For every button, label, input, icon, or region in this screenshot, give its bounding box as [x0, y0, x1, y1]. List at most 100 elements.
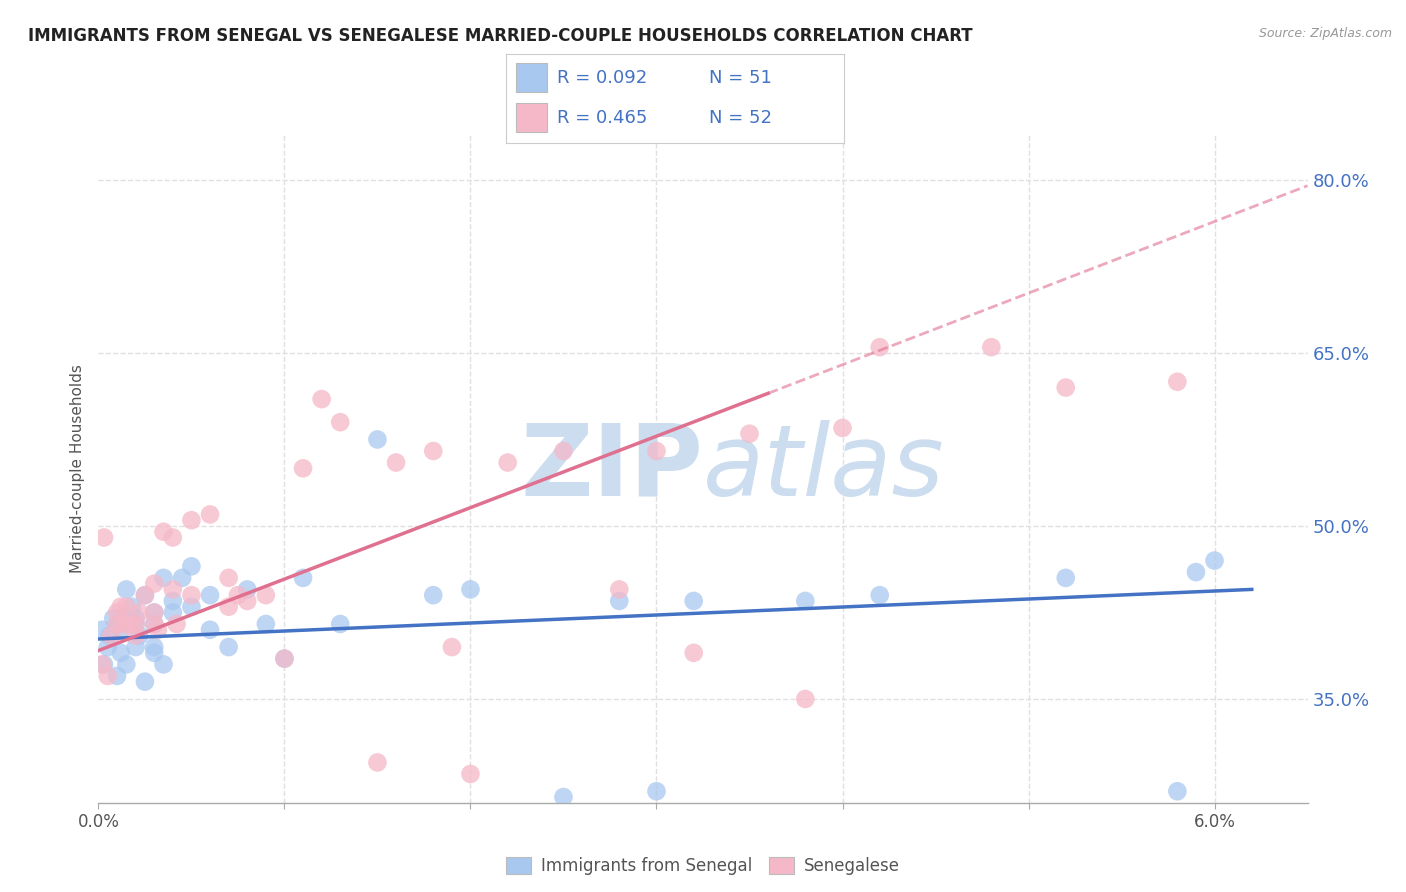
Point: [105, 669, 128, 683]
Point: [115, 582, 138, 597]
Point: [124, 617, 146, 632]
Point: [180, 588, 202, 602]
Text: R = 0.465: R = 0.465: [557, 109, 647, 127]
Point: [115, 657, 138, 672]
Point: [128, 628, 150, 642]
Point: [180, 559, 202, 574]
Point: [105, 606, 128, 620]
Text: IMMIGRANTS FROM SENEGAL VS SENEGALESE MARRIED-COUPLE HOUSEHOLDS CORRELATION CHAR: IMMIGRANTS FROM SENEGAL VS SENEGALESE MA…: [28, 27, 973, 45]
Point: [198, 588, 221, 602]
Point: [831, 421, 853, 435]
Point: [124, 617, 146, 632]
Legend: Immigrants from Senegal, Senegalese: Immigrants from Senegal, Senegalese: [499, 850, 907, 881]
Y-axis label: Married-couple Households: Married-couple Households: [70, 364, 86, 573]
Point: [329, 415, 352, 429]
Point: [226, 588, 249, 602]
Text: ZIP: ZIP: [520, 420, 703, 516]
Point: [682, 646, 704, 660]
Point: [162, 531, 184, 545]
Point: [98, 628, 121, 642]
Point: [110, 623, 132, 637]
Point: [254, 588, 277, 602]
Point: [143, 646, 166, 660]
Point: [794, 594, 817, 608]
Point: [1054, 571, 1077, 585]
Point: [1054, 380, 1077, 394]
Point: [143, 606, 166, 620]
Point: [143, 617, 166, 632]
Text: Source: ZipAtlas.com: Source: ZipAtlas.com: [1258, 27, 1392, 40]
Point: [273, 651, 295, 665]
Point: [152, 657, 174, 672]
Point: [124, 611, 146, 625]
Point: [385, 456, 408, 470]
Point: [273, 651, 295, 665]
Point: [124, 628, 146, 642]
Point: [869, 340, 891, 354]
Point: [166, 617, 188, 632]
Point: [105, 617, 128, 632]
Point: [366, 756, 388, 770]
Point: [124, 640, 146, 654]
Point: [93, 657, 115, 672]
Point: [146, 623, 169, 637]
Point: [134, 674, 156, 689]
Point: [152, 571, 174, 585]
Point: [143, 606, 166, 620]
Point: [180, 599, 202, 614]
Point: [115, 599, 138, 614]
Point: [682, 594, 704, 608]
Point: [422, 444, 444, 458]
Point: [422, 588, 444, 602]
Point: [115, 617, 138, 632]
Point: [1166, 375, 1188, 389]
Point: [103, 611, 125, 625]
Point: [794, 692, 817, 706]
Point: [645, 444, 668, 458]
Point: [292, 461, 315, 475]
Point: [152, 524, 174, 539]
Point: [869, 588, 891, 602]
Point: [110, 599, 132, 614]
Point: [134, 588, 156, 602]
Point: [143, 576, 166, 591]
Point: [91, 657, 114, 672]
Point: [460, 767, 482, 781]
Point: [607, 594, 630, 608]
Point: [980, 340, 1002, 354]
Point: [1166, 784, 1188, 798]
Point: [198, 508, 221, 522]
Point: [329, 617, 352, 632]
Point: [218, 640, 240, 654]
Point: [496, 456, 519, 470]
Point: [162, 594, 184, 608]
Point: [97, 640, 120, 654]
FancyBboxPatch shape: [516, 63, 547, 92]
Point: [236, 594, 259, 608]
Point: [121, 617, 143, 632]
Point: [111, 617, 134, 632]
Text: atlas: atlas: [703, 420, 945, 516]
Point: [143, 640, 166, 654]
Point: [218, 571, 240, 585]
Point: [198, 623, 221, 637]
Point: [97, 669, 120, 683]
Point: [292, 571, 315, 585]
Point: [440, 640, 463, 654]
Point: [738, 426, 761, 441]
Point: [1185, 565, 1208, 579]
Point: [143, 617, 166, 632]
Point: [1204, 553, 1226, 567]
Point: [553, 444, 575, 458]
Point: [607, 582, 630, 597]
Point: [134, 588, 156, 602]
Text: N = 51: N = 51: [709, 69, 772, 87]
Point: [91, 623, 114, 637]
FancyBboxPatch shape: [516, 103, 547, 132]
Point: [100, 628, 122, 642]
Point: [128, 606, 150, 620]
Point: [180, 513, 202, 527]
Point: [162, 582, 184, 597]
Point: [553, 790, 575, 805]
Point: [366, 433, 388, 447]
